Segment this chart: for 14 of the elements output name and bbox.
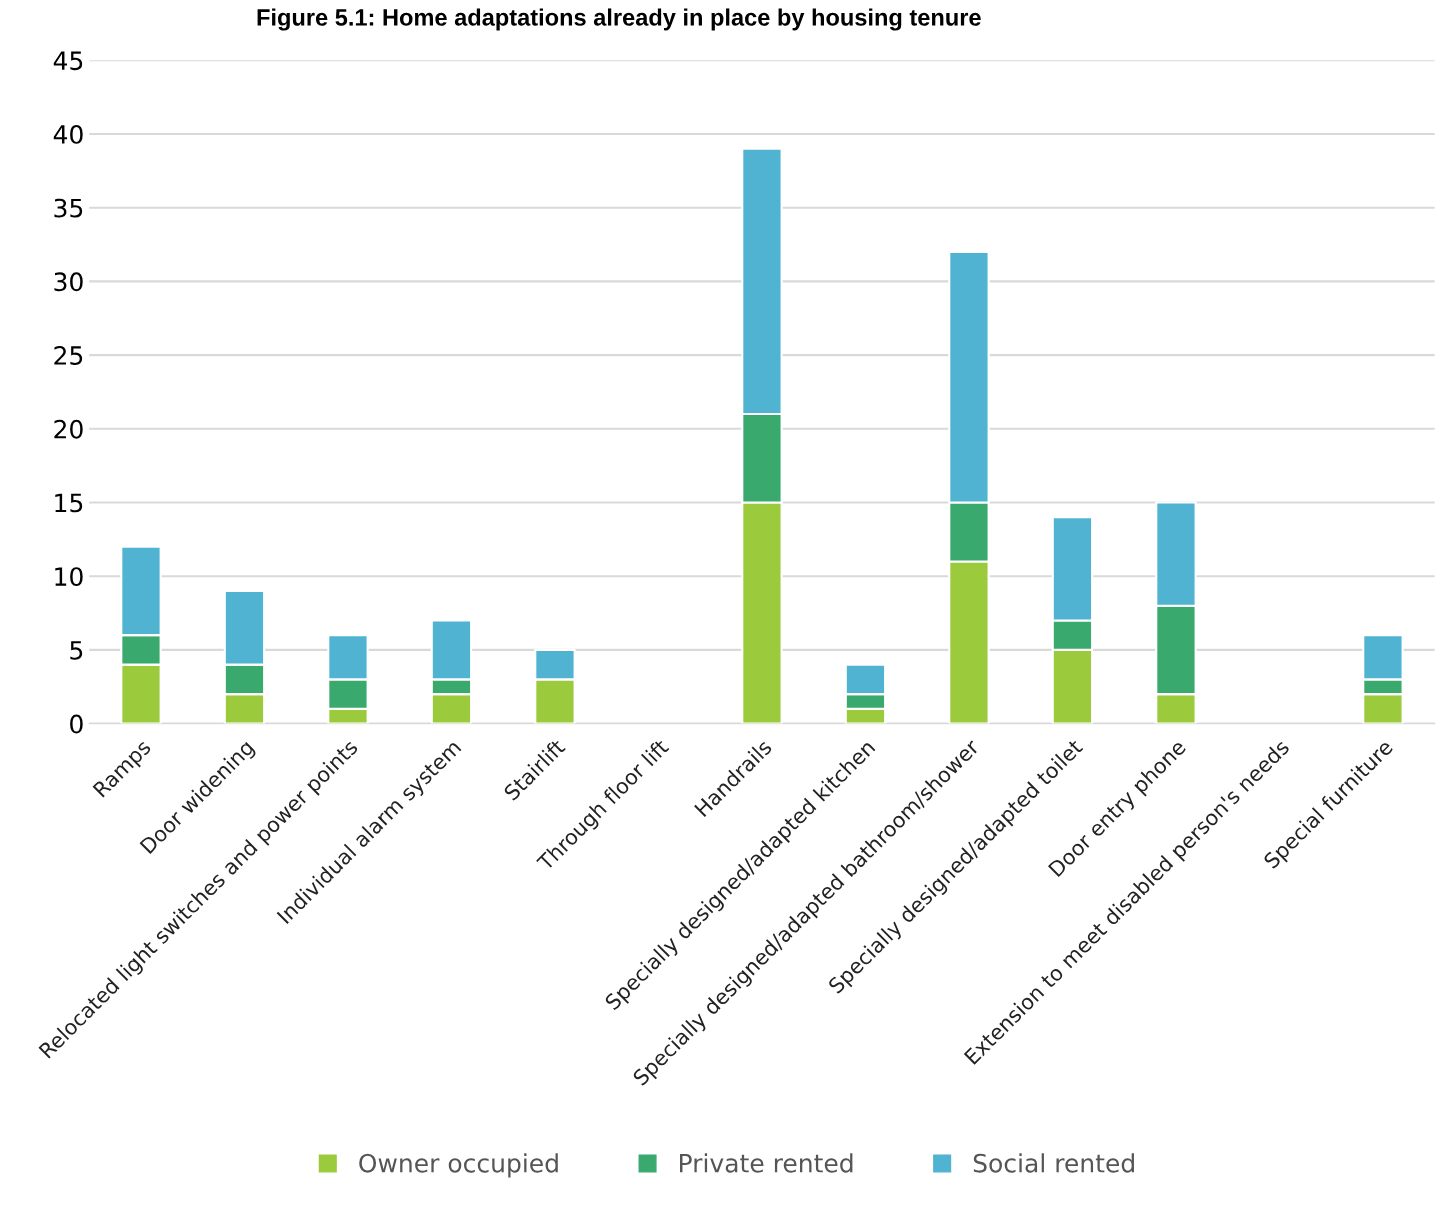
- y-tick-label: 25: [54, 346, 83, 365]
- y-tick-label: 0: [70, 714, 83, 734]
- legend-label: Owner occupied: [359, 1153, 558, 1178]
- y-tick-label: 40: [53, 124, 83, 144]
- y-tick-label: 10: [55, 567, 83, 587]
- y-tick-label: 20: [54, 419, 83, 439]
- legend-label: Private rented: [680, 1153, 853, 1173]
- y-tick-label: 30: [54, 272, 83, 292]
- chart-title: Figure 5.1: Home adaptations already in place by housing tenure: [257, 8, 981, 31]
- y-tick-label: 5: [70, 641, 83, 660]
- legend-label: Social rented: [973, 1153, 1134, 1173]
- y-tick-label: 45: [53, 51, 83, 71]
- y-tick-label: 15: [55, 493, 83, 513]
- y-tick-label: 35: [54, 198, 83, 218]
